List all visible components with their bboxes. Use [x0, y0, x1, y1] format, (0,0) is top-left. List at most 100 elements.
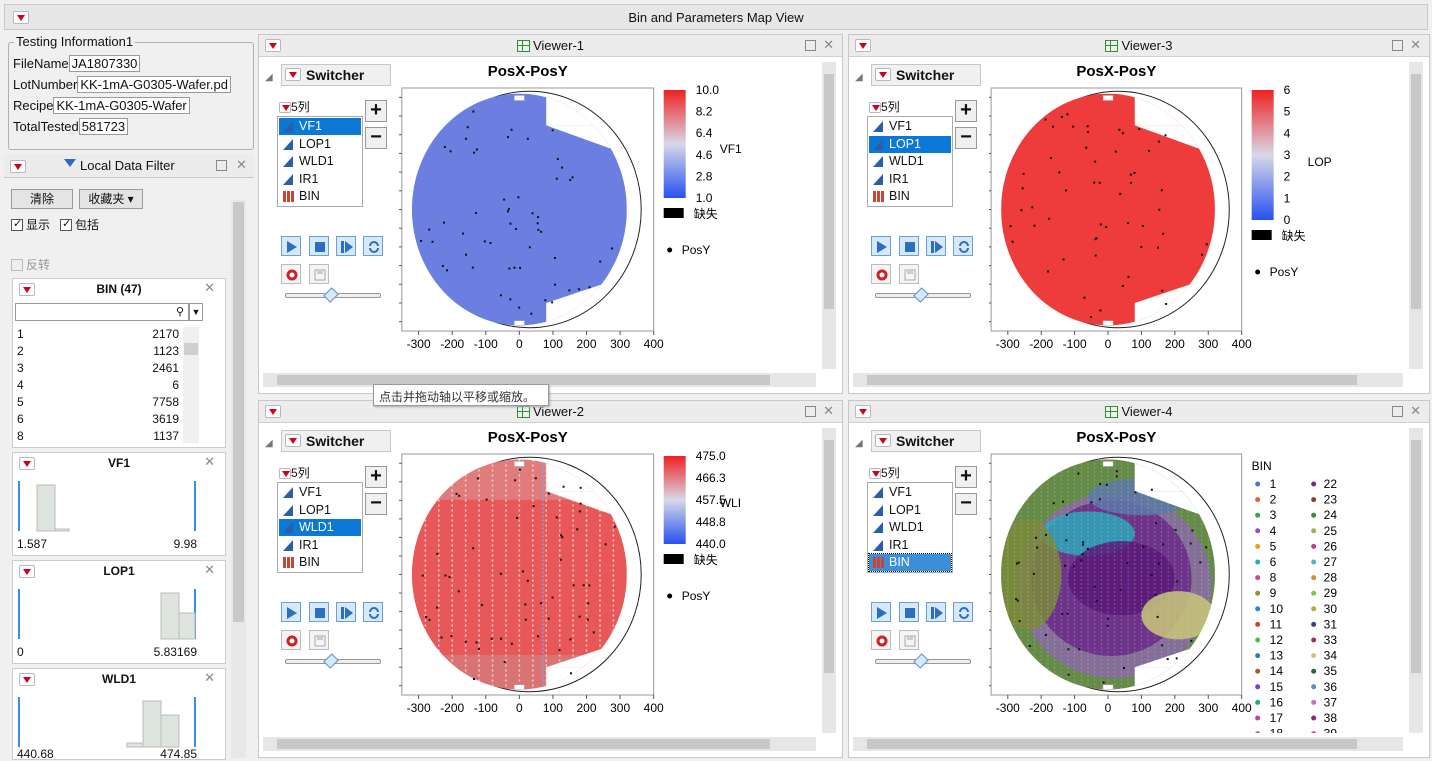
include-checkbox[interactable]: 包括: [60, 216, 99, 233]
slider-handle[interactable]: [913, 653, 929, 669]
record-button[interactable]: [871, 264, 891, 284]
slider-handle[interactable]: [913, 287, 929, 303]
close-icon[interactable]: ✕: [823, 403, 834, 418]
plot-area[interactable]: PosX-PosY6005004003002001000-100-200-300…: [940, 424, 1409, 741]
lop1-histogram[interactable]: [17, 587, 197, 641]
horizontal-scrollbar[interactable]: [853, 737, 1403, 751]
column-item-ir1[interactable]: IR1: [279, 171, 361, 188]
play-button[interactable]: [281, 236, 301, 256]
columns-menu-icon[interactable]: [279, 102, 291, 114]
wld1-close-icon[interactable]: ✕: [204, 670, 215, 685]
record-button[interactable]: [281, 630, 301, 650]
include-check-icon[interactable]: [60, 217, 72, 231]
play-button[interactable]: [871, 602, 891, 622]
column-item-vf1[interactable]: VF1: [279, 484, 361, 501]
collapse-triangle-icon[interactable]: ◢: [855, 438, 863, 449]
save-button[interactable]: [899, 630, 919, 650]
add-column-button[interactable]: +: [955, 100, 977, 122]
wld1-menu-icon[interactable]: [19, 673, 35, 686]
play-button[interactable]: [281, 602, 301, 622]
maximize-icon[interactable]: [216, 160, 227, 171]
save-button[interactable]: [309, 264, 329, 284]
switcher-title[interactable]: Switcher: [281, 64, 391, 86]
collapse-triangle-icon[interactable]: ◢: [265, 72, 273, 83]
save-button[interactable]: [309, 630, 329, 650]
stop-button[interactable]: [309, 602, 329, 622]
wafer-map-chart[interactable]: PosX-PosY6005004003002001000-100-200-300…: [351, 424, 822, 733]
close-icon[interactable]: ✕: [823, 37, 834, 52]
switcher-menu-icon[interactable]: [875, 434, 891, 447]
bin-search-input[interactable]: ⚲: [15, 303, 189, 321]
add-column-button[interactable]: +: [365, 466, 387, 488]
columns-menu-icon[interactable]: [869, 468, 881, 480]
add-column-button[interactable]: +: [955, 466, 977, 488]
animation-slider[interactable]: [285, 287, 381, 303]
vf1-close-icon[interactable]: ✕: [204, 454, 215, 469]
switcher-menu-icon[interactable]: [285, 434, 301, 447]
show-check-icon[interactable]: [11, 217, 23, 231]
step-button[interactable]: [926, 602, 946, 622]
search-dropdown-icon[interactable]: ▼: [189, 303, 203, 321]
column-item-lop1[interactable]: LOP1: [279, 136, 361, 153]
loop-button[interactable]: [363, 236, 383, 256]
viewer-menu-icon[interactable]: [855, 39, 871, 52]
play-button[interactable]: [871, 236, 891, 256]
maximize-icon[interactable]: [1392, 40, 1403, 51]
column-item-bin[interactable]: BIN: [279, 188, 361, 205]
window-menu-icon[interactable]: [13, 11, 29, 24]
stop-button[interactable]: [899, 602, 919, 622]
column-item-bin[interactable]: BIN: [279, 554, 361, 571]
filter-scrollbar[interactable]: [231, 200, 246, 758]
switcher-title[interactable]: Switcher: [871, 430, 981, 452]
vertical-scrollbar[interactable]: [822, 428, 836, 733]
filename-value[interactable]: JA1807330: [68, 55, 141, 72]
viewer-menu-icon[interactable]: [855, 405, 871, 418]
vertical-scrollbar[interactable]: [1409, 62, 1423, 369]
wld1-histogram[interactable]: [17, 695, 197, 749]
viewer-menu-icon[interactable]: [265, 405, 281, 418]
vertical-scrollbar[interactable]: [822, 62, 836, 369]
column-item-wld1[interactable]: WLD1: [869, 519, 951, 536]
loop-button[interactable]: [953, 236, 973, 256]
horizontal-scrollbar[interactable]: [853, 373, 1403, 387]
maximize-icon[interactable]: [805, 406, 816, 417]
animation-slider[interactable]: [875, 653, 971, 669]
save-button[interactable]: [899, 264, 919, 284]
animation-slider[interactable]: [285, 653, 381, 669]
remove-column-button[interactable]: −: [955, 127, 977, 149]
lop1-menu-icon[interactable]: [19, 565, 35, 578]
horizontal-scrollbar[interactable]: [263, 373, 816, 387]
switcher-menu-icon[interactable]: [875, 68, 891, 81]
list-item[interactable]: 6 3619: [17, 412, 179, 429]
list-item[interactable]: 8 1137: [17, 429, 179, 446]
bin-list-scrollbar[interactable]: [183, 327, 199, 443]
column-item-bin[interactable]: BIN: [868, 553, 952, 572]
column-item-vf1[interactable]: VF1: [279, 118, 361, 135]
close-icon[interactable]: ✕: [236, 157, 247, 172]
columns-dropdown[interactable]: 5列: [279, 464, 310, 481]
lotnumber-value[interactable]: KK-1mA-G0305-Wafer.pd: [77, 76, 231, 93]
step-button[interactable]: [336, 602, 356, 622]
vf1-histogram[interactable]: [17, 479, 197, 533]
invert-checkbox[interactable]: 反转: [11, 256, 50, 273]
switcher-title[interactable]: Switcher: [281, 430, 391, 452]
column-item-wld1[interactable]: WLD1: [869, 153, 951, 170]
vertical-scrollbar[interactable]: [1409, 428, 1423, 733]
remove-column-button[interactable]: −: [365, 493, 387, 515]
loop-button[interactable]: [363, 602, 383, 622]
column-item-ir1[interactable]: IR1: [279, 537, 361, 554]
step-button[interactable]: [926, 236, 946, 256]
list-item[interactable]: 1 2170: [17, 327, 179, 344]
columns-dropdown[interactable]: 5列: [869, 464, 900, 481]
columns-dropdown[interactable]: 5列: [279, 98, 310, 115]
step-button[interactable]: [336, 236, 356, 256]
loop-button[interactable]: [953, 602, 973, 622]
wafer-map-chart[interactable]: PosX-PosY6005004003002001000-100-200-300…: [940, 58, 1409, 369]
columns-menu-icon[interactable]: [279, 468, 291, 480]
wafer-map-chart[interactable]: PosX-PosY6005004003002001000-100-200-300…: [351, 58, 822, 369]
close-icon[interactable]: ✕: [1410, 37, 1421, 52]
remove-column-button[interactable]: −: [955, 493, 977, 515]
slider-handle[interactable]: [323, 653, 339, 669]
column-item-vf1[interactable]: VF1: [869, 484, 951, 501]
